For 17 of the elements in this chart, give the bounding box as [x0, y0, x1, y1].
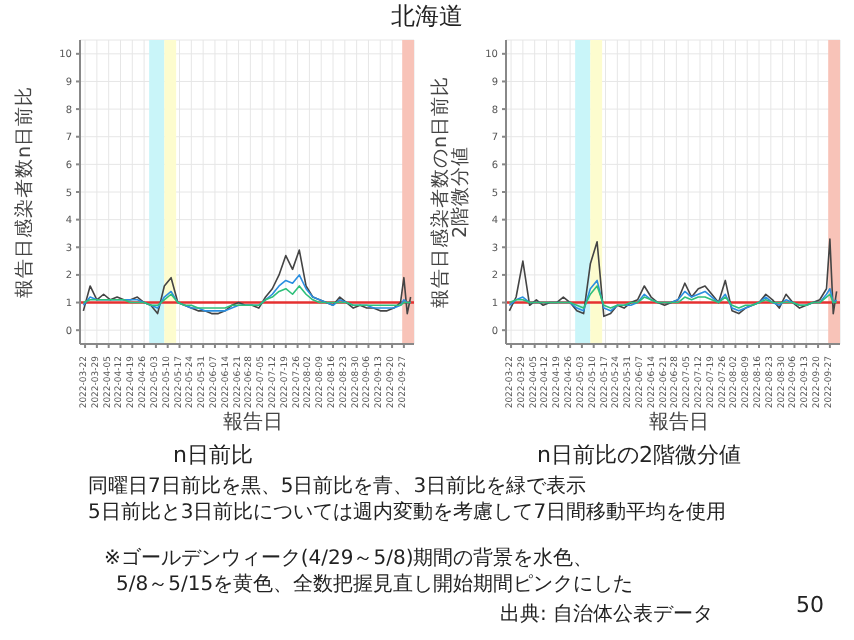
line-series — [508, 285, 838, 309]
text: n日前比の2階微分値 — [535, 440, 743, 470]
text: ※ゴールデンウィーク(4/29～5/8)期間の背景を水色、 — [104, 545, 594, 572]
y-axis-title: 報告日感染者数n日前比 — [12, 85, 36, 299]
x-axis-title: 報告日 — [647, 412, 711, 436]
source-note: 出典: 自治体公表データ — [500, 601, 714, 628]
text: 北海道 — [389, 0, 465, 34]
y-axis-title: 報告日感染者数のn日前比 2階微分値 — [428, 75, 472, 309]
x-axis-title: 報告日 — [221, 412, 285, 436]
line-series — [508, 238, 838, 318]
text: 5日前比と3日前比については週内変動を考慮して7日間移動平均を使用 — [88, 499, 727, 526]
line-series — [82, 285, 412, 309]
text: 同曜日7日前比を黒、5日前比を青、3日前比を緑で表示 — [88, 473, 587, 500]
text: 5/8～5/15を黄色、全数把握見直し開始期間ピンクにした — [116, 571, 634, 598]
line-series — [82, 249, 412, 315]
text: n日前比 — [171, 440, 255, 470]
text: 50 — [796, 592, 824, 618]
